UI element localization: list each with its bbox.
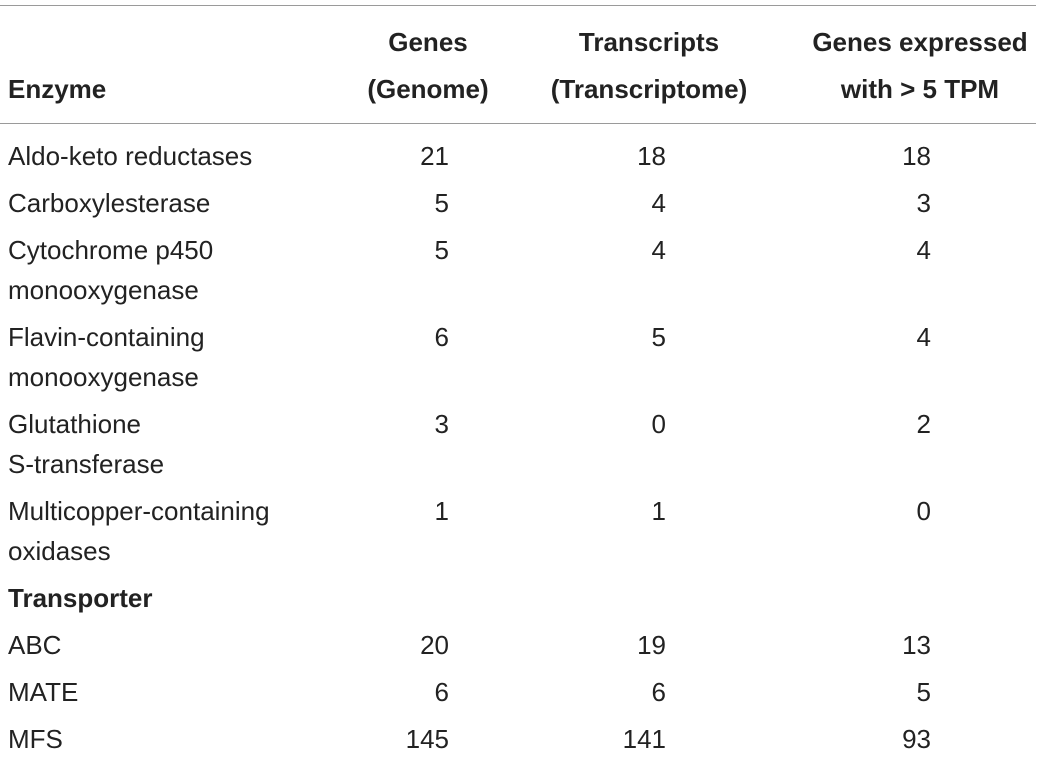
row-genes-value: 20: [420, 630, 449, 660]
row-transporter-name: MATE: [8, 677, 79, 707]
header-transcripts-line2: (Transcriptome): [550, 74, 748, 104]
row-genes-value: 5: [434, 235, 449, 265]
header-transcripts-line1: Transcripts: [578, 27, 720, 57]
row-transcripts-value: 4: [651, 188, 666, 218]
table-row: MFS 145 141 93: [0, 719, 1046, 766]
row-enzyme-name-line1: Flavin-containing: [8, 322, 205, 352]
table-row: Carboxylesterase 5 4 3: [0, 183, 1046, 230]
row-enzyme-name: Cytochrome p450 monooxygenase: [8, 230, 328, 310]
row-enzyme-name-line2: S-transferase: [8, 449, 165, 479]
row-enzyme-name-line1: Aldo-keto reductases: [8, 141, 253, 171]
row-transcripts-value: 18: [637, 141, 666, 171]
row-expressed-value: 0: [916, 496, 931, 526]
row-enzyme-name: Multicopper-containing oxidases: [8, 491, 328, 571]
table-row: Glutathione S-transferase 3 0 2: [0, 404, 1046, 491]
row-transcripts-value: 4: [651, 235, 666, 265]
row-expressed-value: 18: [902, 141, 931, 171]
row-transcripts-value: 6: [651, 677, 666, 707]
header-bottom-rule: [0, 123, 1036, 124]
table-row: Flavin-containing monooxygenase 6 5 4: [0, 317, 1046, 404]
row-enzyme-name-line2: monooxygenase: [8, 275, 199, 305]
row-enzyme-name: Glutathione S-transferase: [8, 404, 328, 484]
row-expressed-value: 5: [916, 677, 931, 707]
row-expressed-value: 4: [916, 235, 931, 265]
row-enzyme-name: Flavin-containing monooxygenase: [8, 317, 328, 397]
table-top-rule: [0, 5, 1036, 6]
row-enzyme-name-line1: Glutathione: [8, 409, 141, 439]
header-genes-genome: Genes (Genome): [340, 19, 516, 113]
row-expressed-value: 13: [902, 630, 931, 660]
row-transcripts-value: 19: [637, 630, 666, 660]
table-row: Aldo-keto reductases 21 18 18: [0, 136, 1046, 183]
row-transporter-name: ABC: [8, 630, 62, 660]
table-row: Multicopper-containing oxidases 1 1 0: [0, 491, 1046, 578]
row-genes-value: 145: [405, 724, 449, 754]
row-enzyme-name-line2: monooxygenase: [8, 362, 199, 392]
table-row: MATE 6 6 5: [0, 672, 1046, 719]
row-enzyme-name-line2: oxidases: [8, 536, 111, 566]
header-expressed-line1: Genes expressed: [812, 27, 1028, 57]
row-transcripts-value: 1: [651, 496, 666, 526]
row-expressed-value: 93: [902, 724, 931, 754]
row-enzyme-name-line1: Carboxylesterase: [8, 188, 211, 218]
row-expressed-value: 2: [916, 409, 931, 439]
row-genes-value: 3: [434, 409, 449, 439]
table-body: Aldo-keto reductases 21 18 18 Carboxyles…: [0, 136, 1046, 766]
row-enzyme-name-line1: Multicopper-containing: [8, 496, 270, 526]
row-transcripts-value: 0: [651, 409, 666, 439]
header-genes-line1: Genes: [388, 27, 468, 57]
row-enzyme-name-line1: Cytochrome p450: [8, 235, 214, 265]
table-row: Cytochrome p450 monooxygenase 5 4 4: [0, 230, 1046, 317]
row-genes-value: 1: [434, 496, 449, 526]
row-enzyme-name: Aldo-keto reductases: [8, 136, 328, 176]
table-row: ABC 20 19 13: [0, 625, 1046, 672]
row-expressed-value: 3: [916, 188, 931, 218]
section-title: Transporter: [8, 583, 153, 613]
row-genes-value: 5: [434, 188, 449, 218]
row-enzyme-name: Carboxylesterase: [8, 183, 328, 223]
row-expressed-value: 4: [916, 322, 931, 352]
row-genes-value: 6: [434, 322, 449, 352]
section-row-transporter: Transporter: [0, 578, 1046, 625]
row-genes-value: 6: [434, 677, 449, 707]
header-enzyme: Enzyme: [8, 74, 107, 104]
header-genes-expressed: Genes expressed with > 5 TPM: [796, 19, 1044, 113]
header-transcripts: Transcripts (Transcriptome): [532, 19, 766, 113]
row-transcripts-value: 5: [651, 322, 666, 352]
row-transcripts-value: 141: [622, 724, 666, 754]
header-expressed-line2: with > 5 TPM: [840, 74, 1000, 104]
header-genes-line2: (Genome): [367, 74, 489, 104]
row-genes-value: 21: [420, 141, 449, 171]
row-transporter-name: MFS: [8, 724, 63, 754]
